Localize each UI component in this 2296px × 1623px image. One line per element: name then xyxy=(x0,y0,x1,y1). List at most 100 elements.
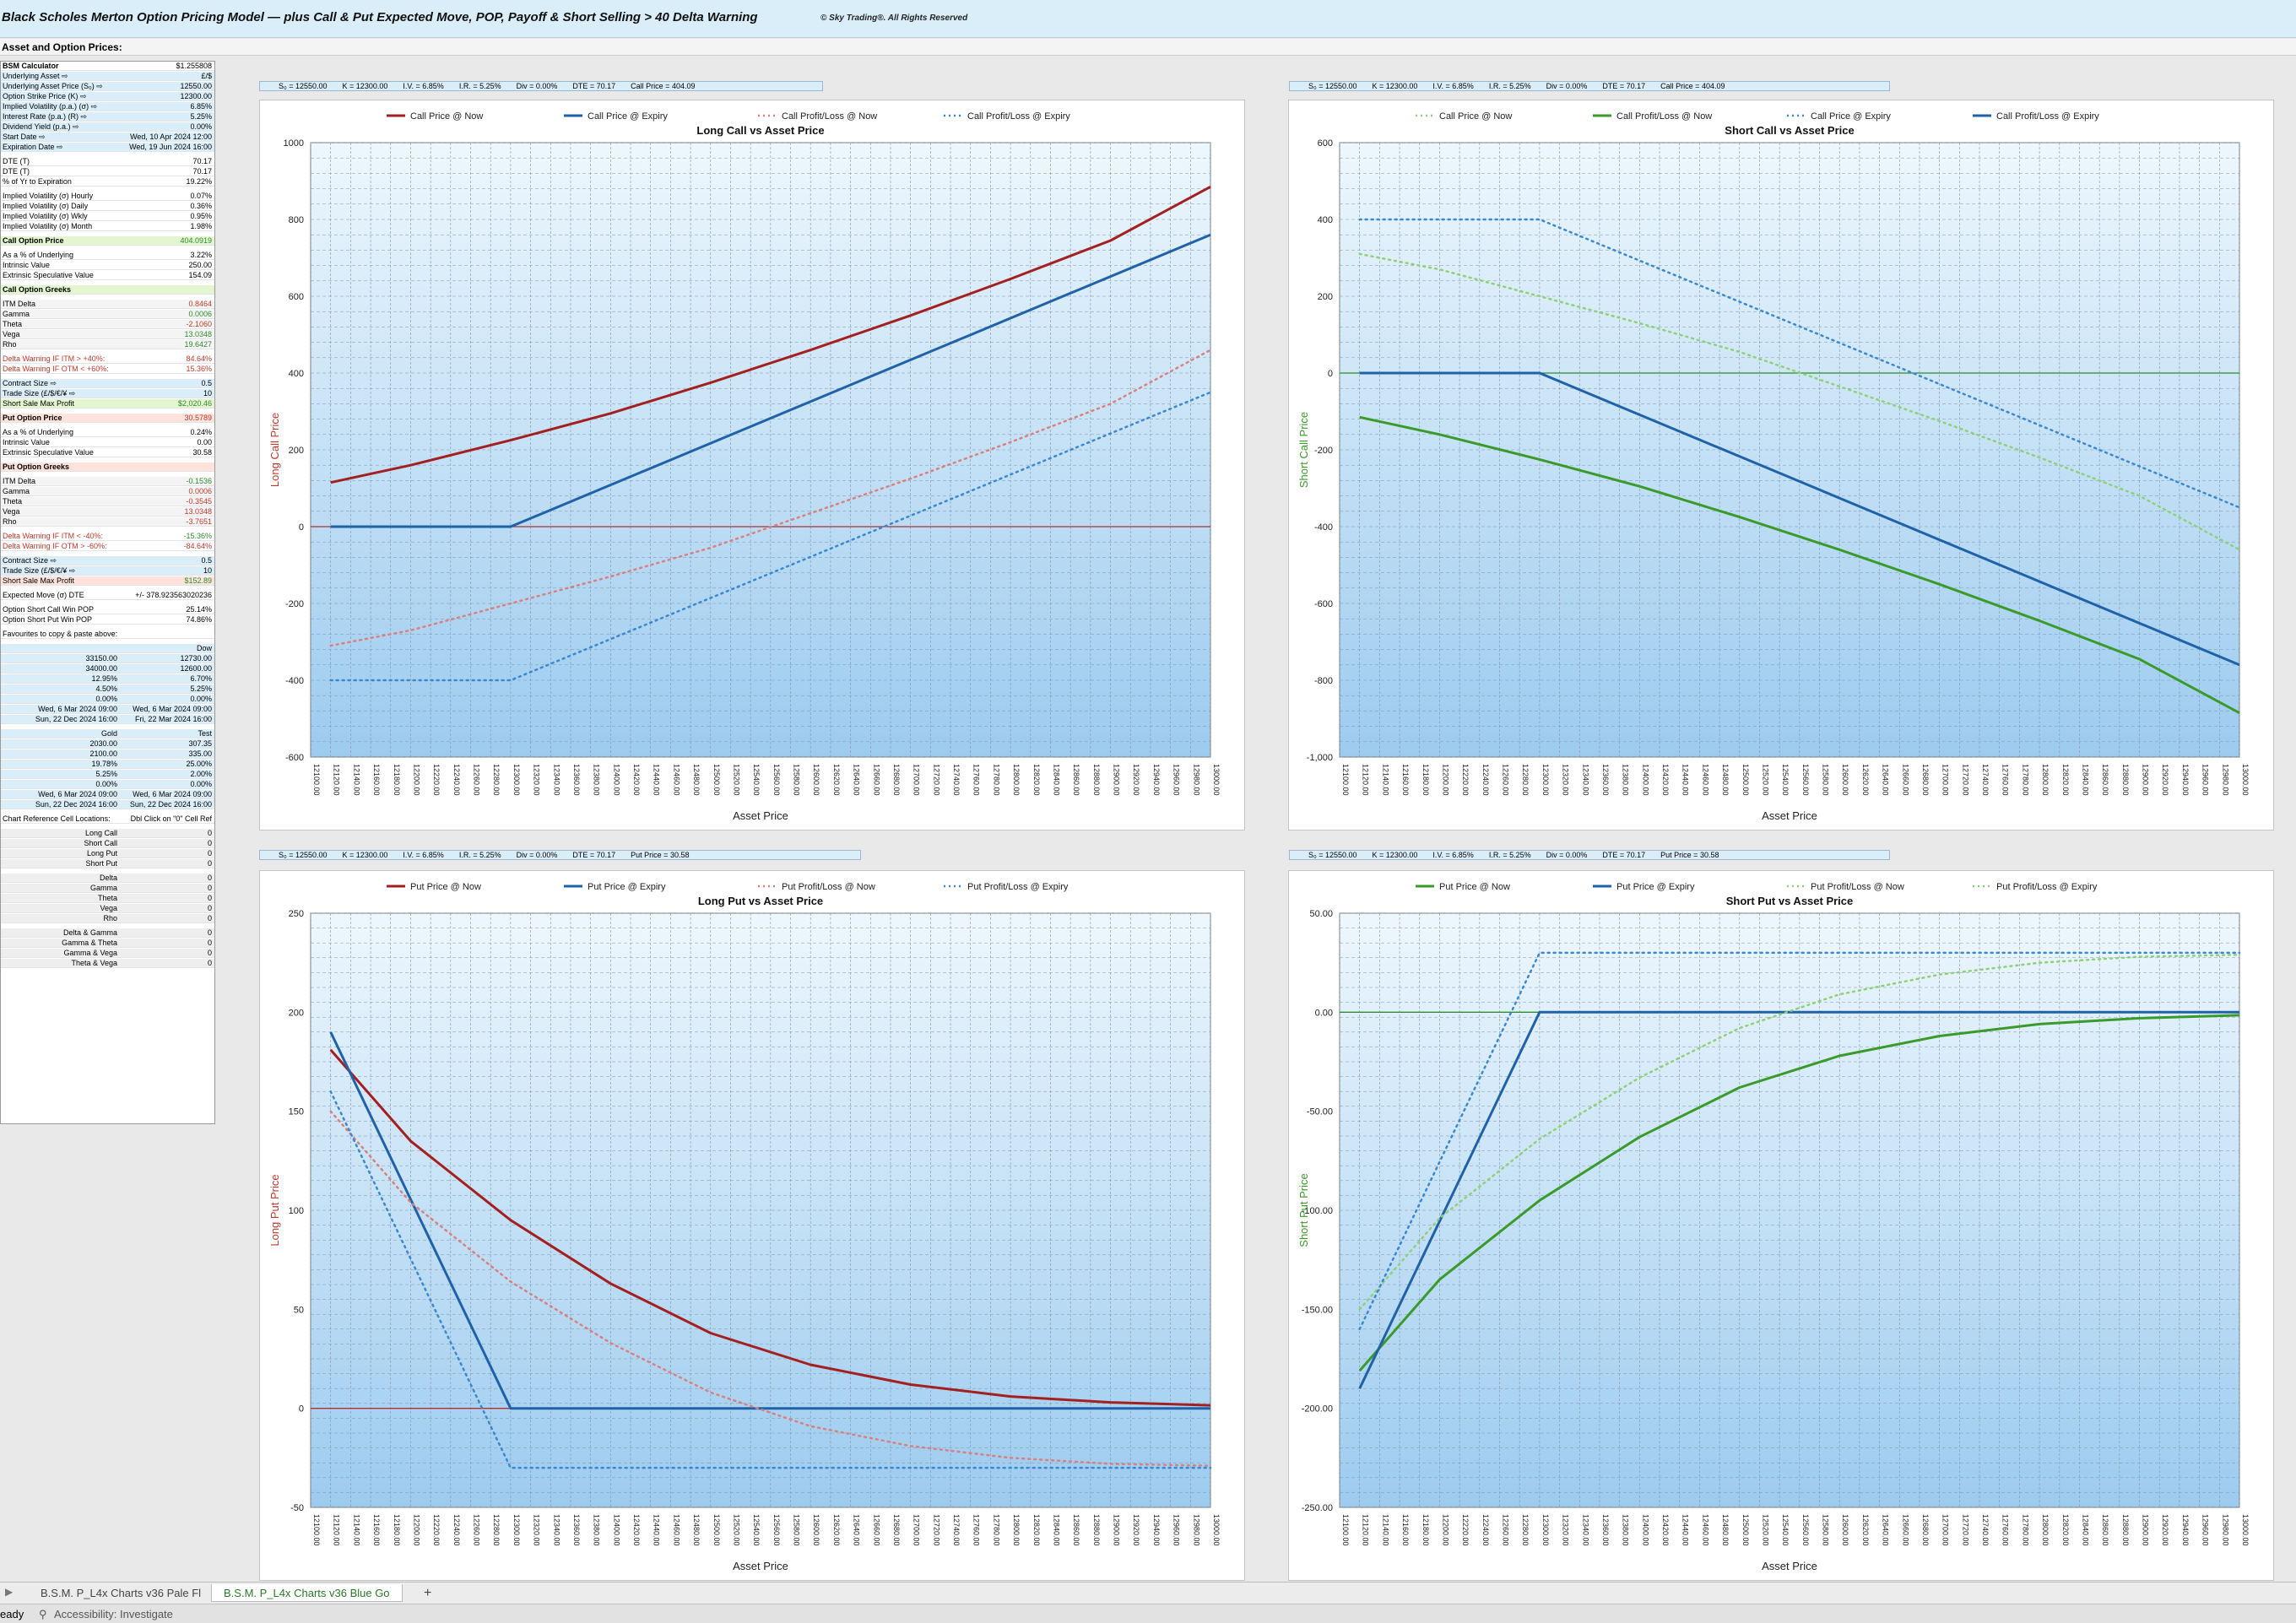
panel-row-value[interactable]: 0 xyxy=(207,829,212,837)
panel-row[interactable]: Gold Test xyxy=(1,729,214,738)
tab-pale-fl[interactable]: B.S.M. P_L4x Charts v36 Pale Fl xyxy=(41,1587,202,1599)
panel-row-value[interactable]: 0.24% xyxy=(190,428,212,436)
panel-row-value[interactable]: 13.0348 xyxy=(184,330,212,338)
panel-row-value[interactable]: 12300.00 xyxy=(180,92,212,100)
panel-row[interactable]: Delta 0 xyxy=(1,874,214,883)
accessibility-status[interactable]: Accessibility: Investigate xyxy=(54,1608,173,1620)
panel-row-value[interactable]: 30.5789 xyxy=(184,414,212,422)
panel-row[interactable]: Expected Move (σ) DTE +/- 378.92356302023… xyxy=(1,591,214,600)
panel-row[interactable]: 2030.00 307.35 xyxy=(1,739,214,749)
chart-short-put[interactable]: 50.00 0.00 -50.00 -100.00 -150.00 -200.00 -250… xyxy=(1288,870,2274,1581)
panel-row-value[interactable]: 15.36% xyxy=(186,365,212,373)
panel-row-value[interactable]: 0 xyxy=(207,894,212,902)
panel-row-value[interactable]: -3.7651 xyxy=(186,517,212,526)
panel-row-value[interactable]: Dbl Click on "0" Cell Ref xyxy=(130,814,212,823)
panel-row[interactable]: % of Yr to Expiration 19.22% xyxy=(1,177,214,187)
panel-row[interactable]: Chart Reference Cell Locations: Dbl Click… xyxy=(1,814,214,824)
panel-row-value[interactable]: 70.17 xyxy=(192,167,212,176)
panel-row[interactable]: Start Date ⇨ Wed, 10 Apr 2024 12:00 xyxy=(1,133,214,142)
panel-row[interactable]: DTE (T) 70.17 xyxy=(1,167,214,176)
panel-row-value[interactable]: $152.89 xyxy=(184,576,212,585)
panel-row-value[interactable]: 0.8464 xyxy=(188,300,212,308)
panel-row[interactable]: 4.50% 5.25% xyxy=(1,684,214,694)
panel-row[interactable]: Implied Volatility (σ) Month 1.98% xyxy=(1,222,214,231)
panel-row[interactable]: 0.00% 0.00% xyxy=(1,780,214,789)
panel-row-value[interactable]: 154.09 xyxy=(188,271,212,279)
panel-row[interactable]: Gamma 0.0006 xyxy=(1,487,214,496)
panel-row-value[interactable]: 0 xyxy=(207,859,212,868)
panel-row-value[interactable]: $1.255808 xyxy=(176,62,212,70)
panel-row-value[interactable]: $2,020.46 xyxy=(177,399,212,408)
panel-row-value[interactable]: +/- 378.923563020236 xyxy=(135,591,212,599)
panel-row[interactable]: Theta -2.1060 xyxy=(1,320,214,329)
panel-row[interactable]: Delta & Gamma 0 xyxy=(1,928,214,938)
panel-row[interactable]: Delta Warning IF ITM > +40%: 84.64% xyxy=(1,354,214,364)
panel-row-value[interactable]: 0.95% xyxy=(190,212,212,220)
panel-row[interactable]: Put Option Greeks xyxy=(1,463,214,472)
panel-row[interactable]: Short Put 0 xyxy=(1,859,214,868)
panel-row-value[interactable]: 1.98% xyxy=(190,222,212,230)
panel-row-value[interactable]: Wed, 6 Mar 2024 09:00 xyxy=(133,705,212,713)
tab-blue-go[interactable]: B.S.M. P_L4x Charts v36 Blue Go xyxy=(211,1584,403,1602)
panel-row[interactable]: Trade Size (£/$/€/¥ ⇨ 10 xyxy=(1,566,214,576)
panel-row-value[interactable]: 10 xyxy=(203,566,212,575)
panel-row[interactable]: Implied Volatility (σ) Daily 0.36% xyxy=(1,202,214,211)
panel-row-value[interactable]: £/$ xyxy=(201,72,212,80)
panel-row[interactable]: Put Option Price 30.5789 xyxy=(1,414,214,423)
panel-row[interactable]: Option Short Put Win POP 74.86% xyxy=(1,615,214,625)
panel-row-value[interactable]: 2.00% xyxy=(190,770,212,778)
panel-row[interactable]: ITM Delta -0.1536 xyxy=(1,477,214,486)
panel-row-value[interactable]: -0.3545 xyxy=(186,497,212,506)
panel-row-value[interactable]: 12550.00 xyxy=(180,82,212,90)
panel-row-value[interactable]: 25.14% xyxy=(186,605,212,614)
panel-row-value[interactable]: 0 xyxy=(207,928,212,937)
panel-row[interactable]: 19.78% 25.00% xyxy=(1,760,214,769)
panel-row[interactable]: 0.00% 0.00% xyxy=(1,695,214,704)
panel-row-value[interactable]: Sun, 22 Dec 2024 16:00 xyxy=(129,800,212,809)
tab-scroll-left-icon[interactable]: ▶ xyxy=(5,1586,14,1598)
panel-row-value[interactable]: 0 xyxy=(207,874,212,882)
panel-row[interactable]: Theta 0 xyxy=(1,894,214,903)
panel-row-value[interactable]: 0.36% xyxy=(190,202,212,210)
panel-row[interactable]: ITM Delta 0.8464 xyxy=(1,300,214,309)
panel-row-value[interactable]: 12730.00 xyxy=(180,654,212,663)
panel-row[interactable]: As a % of Underlying 0.24% xyxy=(1,428,214,437)
panel-row[interactable]: Rho 19.6427 xyxy=(1,340,214,349)
panel-row[interactable]: Intrinsic Value 0.00 xyxy=(1,438,214,447)
panel-row[interactable]: Extrinsic Speculative Value 154.09 xyxy=(1,271,214,280)
panel-row-value[interactable]: 5.25% xyxy=(190,684,212,693)
panel-row[interactable]: 12.95% 6.70% xyxy=(1,674,214,684)
panel-row-value[interactable]: -0.1536 xyxy=(186,477,212,485)
panel-row-value[interactable]: 0.5 xyxy=(201,556,212,565)
panel-row[interactable]: Gamma & Vega 0 xyxy=(1,949,214,958)
panel-row[interactable]: Vega 13.0348 xyxy=(1,330,214,339)
accessibility-icon[interactable]: ⚲ xyxy=(39,1608,47,1620)
panel-row-value[interactable] xyxy=(120,630,214,638)
panel-row-value[interactable]: 25.00% xyxy=(186,760,212,768)
panel-row[interactable]: Implied Volatility (σ) Hourly 0.07% xyxy=(1,192,214,201)
panel-row-value[interactable]: 0 xyxy=(207,939,212,947)
panel-row[interactable]: Wed, 6 Mar 2024 09:00 Wed, 6 Mar 2024 09:… xyxy=(1,705,214,714)
panel-row[interactable]: Interest Rate (p.a.) (R) ⇨ 5.25% xyxy=(1,112,214,122)
panel-row-value[interactable]: 12600.00 xyxy=(180,664,212,673)
panel-row-value[interactable]: 30.58 xyxy=(192,448,212,457)
panel-row[interactable]: Option Strike Price (K) ⇨ 12300.00 xyxy=(1,92,214,101)
panel-row[interactable]: Sun, 22 Dec 2024 16:00 Sun, 22 Dec 2024 1… xyxy=(1,800,214,809)
panel-row-value[interactable]: -2.1060 xyxy=(186,320,212,328)
chart-short-call[interactable]: 600 400 200 0 -200 -400 -600 -800 -1,000 12100.00… xyxy=(1288,100,2274,830)
panel-row[interactable]: Long Put 0 xyxy=(1,849,214,858)
panel-row-value[interactable]: 0 xyxy=(207,849,212,857)
panel-row[interactable]: Short Sale Max Profit $152.89 xyxy=(1,576,214,586)
panel-row-value[interactable] xyxy=(120,463,214,471)
panel-row-value[interactable]: 0.0006 xyxy=(188,310,212,318)
panel-row-value[interactable]: 13.0348 xyxy=(184,507,212,516)
panel-row-value[interactable]: -15.36% xyxy=(183,532,212,540)
panel-row-value[interactable]: 6.85% xyxy=(190,102,212,111)
panel-row[interactable]: Contract Size ⇨ 0.5 xyxy=(1,556,214,565)
panel-row[interactable]: Call Option Greeks xyxy=(1,285,214,295)
panel-row[interactable]: Expiration Date ⇨ Wed, 19 Jun 2024 16:00 xyxy=(1,143,214,152)
panel-row[interactable]: Underlying Asset ⇨ £/$ xyxy=(1,72,214,81)
panel-row-value[interactable]: 84.64% xyxy=(186,354,212,363)
panel-row-value[interactable]: 0.00% xyxy=(190,122,212,131)
panel-row[interactable]: Dividend Yield (p.a.) ⇨ 0.00% xyxy=(1,122,214,132)
